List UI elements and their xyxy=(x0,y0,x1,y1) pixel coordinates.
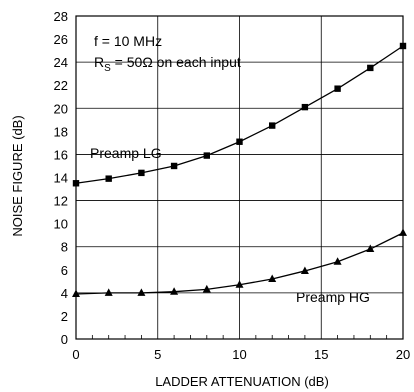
y-tick-label: 28 xyxy=(54,9,68,24)
y-tick-label: 0 xyxy=(61,332,68,347)
data-point-lg xyxy=(269,122,276,129)
data-point-hg xyxy=(235,280,244,288)
x-tick-label: 15 xyxy=(314,347,328,362)
data-point-hg xyxy=(268,274,277,283)
y-tick-label: 10 xyxy=(54,217,68,232)
data-point-hg xyxy=(366,244,375,253)
annotation-sub-s: S xyxy=(104,63,111,74)
data-point-hg xyxy=(333,257,342,265)
y-tick-label: 26 xyxy=(54,32,68,47)
data-point-lg xyxy=(334,85,341,92)
x-tick-label: 20 xyxy=(396,347,410,362)
series-label-hg: Preamp HG xyxy=(296,289,370,305)
y-tick-label: 18 xyxy=(54,124,68,139)
y-tick-label: 6 xyxy=(61,263,68,278)
y-tick-label: 8 xyxy=(61,240,68,255)
x-tick-labels: 0 5 10 15 20 xyxy=(72,347,410,362)
y-tick-label: 20 xyxy=(54,101,68,116)
data-point-hg xyxy=(300,266,309,274)
y-tick-label: 16 xyxy=(54,147,68,162)
plot-frame xyxy=(75,15,404,340)
data-point-lg xyxy=(367,64,374,72)
x-tick-label: 0 xyxy=(72,347,79,362)
series-label-lg: Preamp LG xyxy=(90,145,162,161)
x-axis-title: LADDER ATTENUATION (dB) xyxy=(155,374,329,389)
y-tick-label: 2 xyxy=(61,309,68,324)
series xyxy=(72,42,407,298)
annotation-source-resistance: RS = 50Ω on each input xyxy=(94,54,241,74)
x-tick-label: 10 xyxy=(232,347,246,362)
data-point-hg xyxy=(202,284,211,293)
annotation-rs-value: = 50Ω on each input xyxy=(111,54,241,70)
x-tick-label: 5 xyxy=(154,347,161,362)
data-point-lg xyxy=(138,169,145,177)
annotation-frequency: f = 10 MHz xyxy=(94,33,162,49)
data-point-lg xyxy=(105,175,112,182)
data-point-lg xyxy=(170,162,178,170)
data-point-hg xyxy=(170,287,179,295)
data-point-lg xyxy=(301,103,309,111)
y-tick-label: 14 xyxy=(54,171,68,186)
data-point-hg xyxy=(104,288,113,296)
data-point-hg xyxy=(137,288,146,296)
data-point-lg xyxy=(236,138,243,145)
y-tick-label: 12 xyxy=(54,194,68,209)
y-tick-label: 24 xyxy=(54,55,68,70)
data-point-lg xyxy=(203,152,210,159)
annotation-r: R xyxy=(94,54,104,70)
y-tick-label: 4 xyxy=(61,286,68,301)
y-axis-title: NOISE FIGURE (dB) xyxy=(10,115,25,236)
y-tick-label: 22 xyxy=(54,78,68,93)
